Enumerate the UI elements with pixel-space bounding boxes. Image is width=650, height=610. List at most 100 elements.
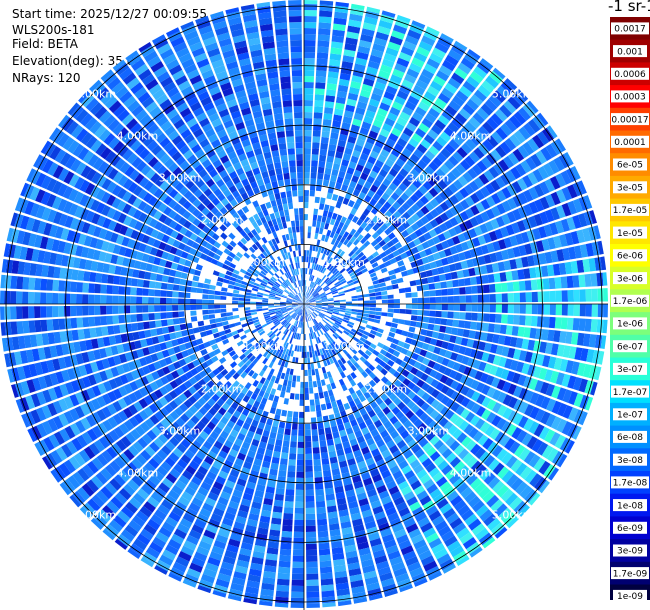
ray-gate — [342, 197, 350, 205]
ray-gate — [106, 500, 120, 514]
ray-gate — [320, 572, 333, 580]
ray-gate — [387, 402, 397, 411]
ray-gate — [212, 481, 224, 491]
ray-gate — [486, 387, 496, 398]
ray-gate — [346, 233, 353, 241]
ray-gate — [259, 377, 266, 385]
ray-gate — [422, 357, 431, 366]
ray-gate — [435, 243, 444, 252]
ray-gate — [160, 297, 167, 304]
ray-gate — [318, 246, 323, 253]
ray-gate — [298, 429, 304, 436]
ray-gate — [123, 449, 135, 461]
ray-gate — [450, 352, 459, 361]
ray-gate — [543, 163, 555, 177]
ray-gate — [580, 348, 589, 362]
ray-gate — [130, 350, 139, 360]
ray-gate — [182, 470, 193, 481]
ray-gate — [86, 428, 98, 442]
ray-gate — [243, 461, 253, 470]
ray-gate — [249, 507, 261, 516]
ray-gate — [538, 426, 550, 440]
ray-gate — [483, 313, 490, 322]
ray-gate — [211, 545, 225, 556]
ray-gate — [237, 328, 244, 334]
ray-gate — [478, 361, 487, 372]
ray-gate — [305, 513, 316, 520]
ray-gate — [229, 469, 240, 478]
ray-gate — [396, 233, 405, 242]
ray-gate — [449, 245, 458, 255]
ray-gate — [416, 398, 426, 408]
ray-gate — [401, 330, 409, 337]
ray-gate — [298, 304, 304, 307]
ray-gate — [441, 341, 449, 350]
ray-gate — [253, 458, 263, 467]
ray-gate — [432, 362, 441, 371]
ray-gate — [292, 299, 299, 303]
ray-gate — [76, 294, 83, 304]
ray-gate — [337, 386, 343, 394]
ray-gate — [253, 387, 261, 395]
ray-gate — [244, 298, 251, 302]
ray-gate — [139, 387, 149, 397]
ray-gate — [311, 369, 316, 376]
ray-gate — [262, 293, 270, 297]
ray-gate — [304, 375, 309, 382]
ray-gate — [214, 309, 221, 314]
ray-gate — [409, 501, 421, 512]
ray-gate — [188, 429, 199, 440]
ray-gate — [340, 435, 349, 443]
ray-gate — [515, 163, 527, 177]
ray-gate — [405, 143, 416, 153]
ray-gate — [367, 423, 376, 432]
ray-gate — [369, 296, 376, 300]
ray-gate — [280, 360, 286, 367]
ray-gate — [342, 284, 349, 289]
ray-gate — [452, 253, 461, 263]
ray-gate — [355, 285, 362, 290]
ray-gate — [541, 127, 555, 142]
ray-gate — [163, 393, 173, 403]
ray-gate — [355, 107, 366, 116]
ray-gate — [237, 553, 251, 563]
ray-gate — [357, 349, 365, 356]
ray-gate — [517, 374, 527, 386]
ray-gate — [327, 71, 339, 79]
ray-gate — [304, 304, 307, 310]
ray-gate — [410, 367, 419, 375]
ray-gate — [240, 371, 248, 379]
ray-gate — [307, 363, 311, 370]
ray-gate — [154, 411, 165, 422]
ray-gate — [191, 524, 204, 535]
ray-gate — [164, 456, 176, 468]
ray-gate — [392, 177, 402, 187]
ray-gate — [361, 509, 373, 518]
ray-gate — [525, 156, 537, 171]
ray-gate — [184, 298, 191, 304]
ray-gate — [70, 293, 77, 304]
ray-gate — [317, 422, 324, 430]
ray-gate — [333, 558, 346, 567]
ray-gate — [156, 465, 169, 477]
ray-gate — [436, 476, 448, 488]
ray-gate — [145, 263, 153, 272]
ray-gate — [547, 329, 555, 342]
ray-gate — [298, 321, 301, 328]
ray-gate — [590, 319, 598, 333]
ray-gate — [173, 324, 181, 332]
ray-gate — [368, 333, 376, 339]
ray-gate — [202, 314, 210, 320]
ray-gate — [349, 316, 357, 321]
ray-gate — [380, 368, 388, 376]
ray-gate — [101, 240, 110, 252]
ray-gate — [271, 363, 278, 370]
ray-gate — [40, 361, 49, 374]
ray-gate — [361, 268, 368, 274]
ray-gate — [394, 187, 404, 197]
ray-gate — [362, 413, 370, 422]
ray-gate — [344, 172, 353, 181]
ray-gate — [184, 434, 195, 444]
ray-gate — [175, 501, 187, 512]
ray-gate — [487, 323, 495, 333]
